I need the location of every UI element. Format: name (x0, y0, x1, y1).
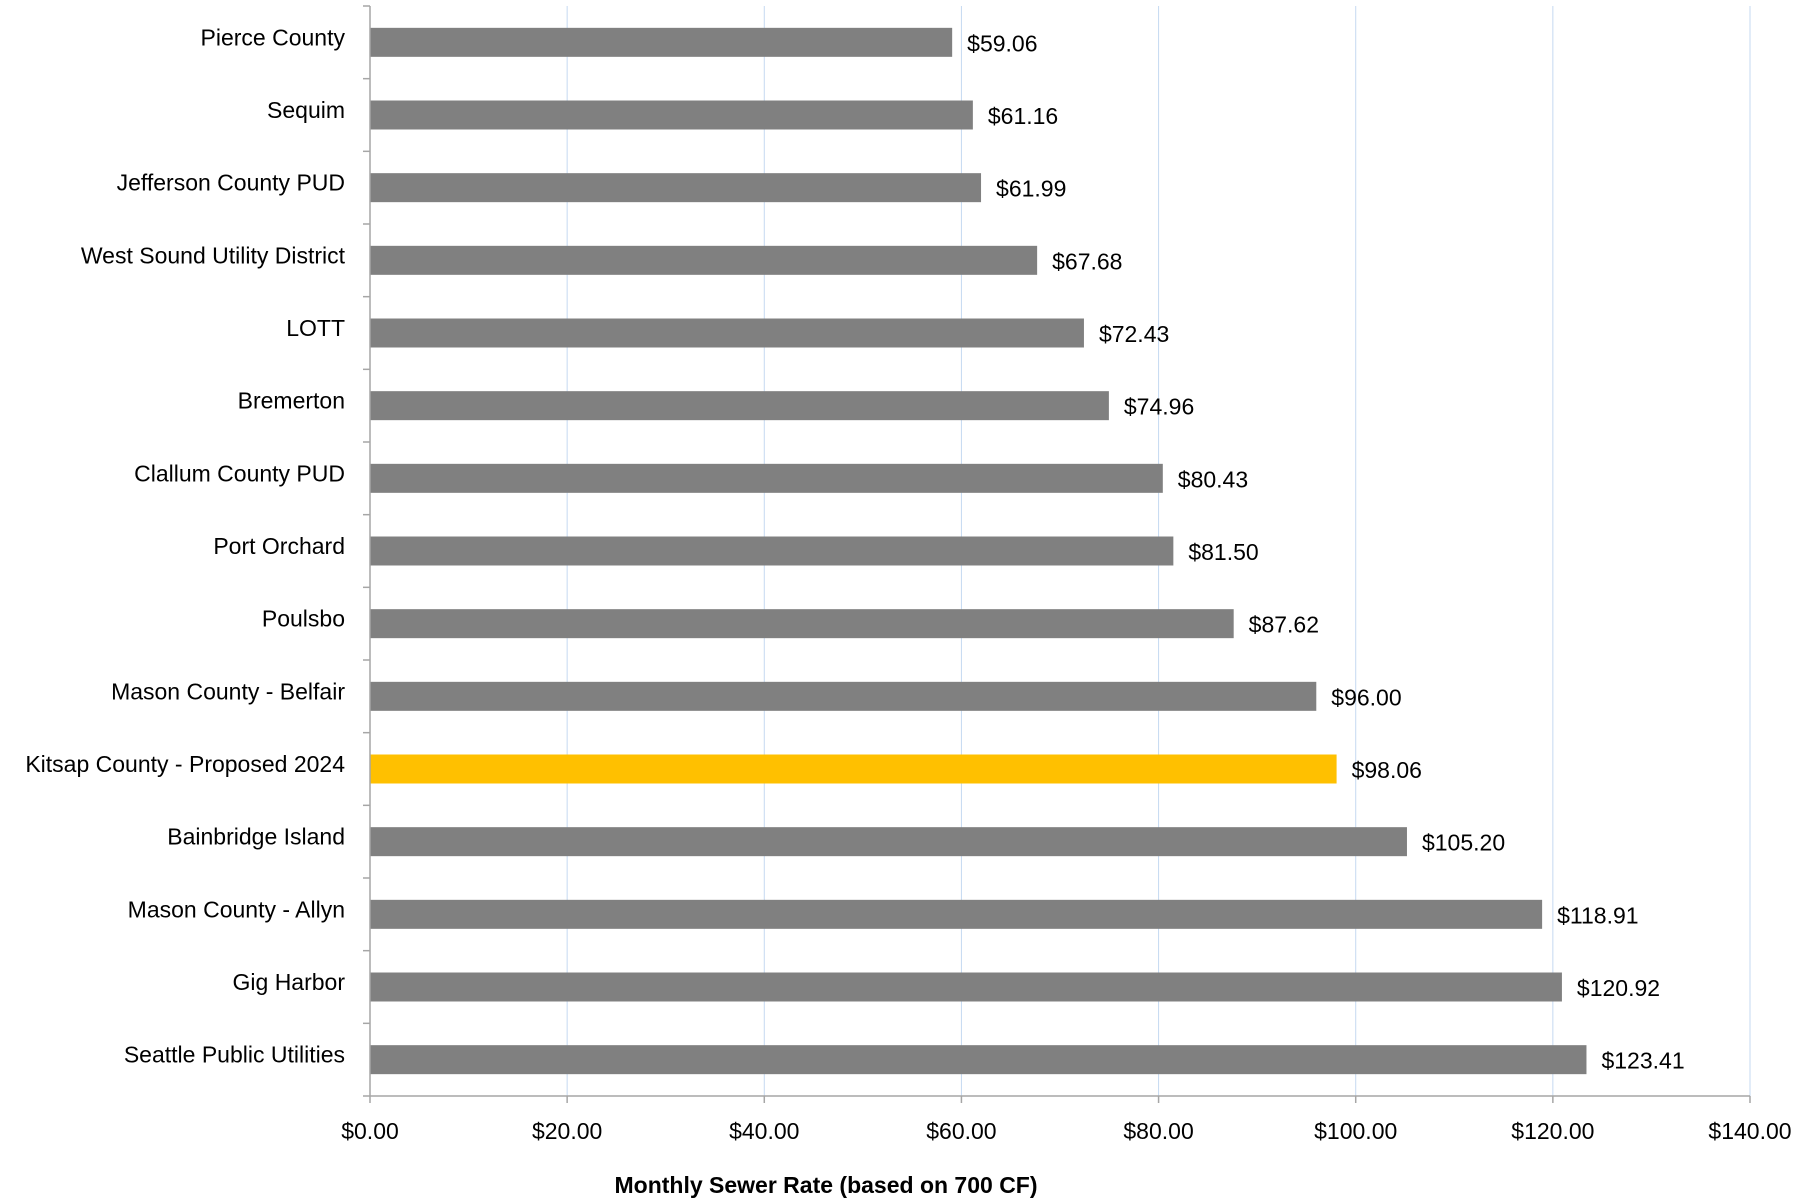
x-tick-label: $140.00 (1708, 1118, 1791, 1144)
category-label: LOTT (286, 315, 345, 341)
category-label: Gig Harbor (233, 969, 346, 995)
x-tick-label: $20.00 (532, 1118, 602, 1144)
x-tick-label: $120.00 (1511, 1118, 1594, 1144)
data-label: $123.41 (1601, 1048, 1684, 1074)
bar (370, 827, 1407, 857)
data-label: $120.92 (1577, 975, 1660, 1001)
bar (370, 681, 1317, 711)
data-label: $87.62 (1249, 612, 1319, 638)
data-label: $96.00 (1331, 684, 1401, 710)
axes (363, 5, 1751, 1103)
bar (370, 609, 1234, 639)
data-label: $67.68 (1052, 248, 1122, 274)
bar (370, 463, 1163, 493)
category-label: Pierce County (201, 24, 346, 50)
category-label: Port Orchard (213, 533, 345, 559)
bar (370, 100, 973, 130)
category-label: Bremerton (238, 388, 345, 414)
data-label: $61.16 (988, 103, 1058, 129)
category-label: Poulsbo (262, 606, 345, 632)
x-tick-label: $40.00 (729, 1118, 799, 1144)
data-label: $98.06 (1352, 757, 1422, 783)
x-tick-label: $0.00 (341, 1118, 399, 1144)
bar (370, 318, 1084, 348)
data-label: $81.50 (1188, 539, 1258, 565)
data-label: $72.43 (1099, 321, 1169, 347)
bar (370, 536, 1174, 566)
bars (370, 27, 1587, 1075)
category-label: West Sound Utility District (81, 242, 346, 268)
labels: $0.00 $20.00 $40.00 $60.00 $80.00 $100.00 $120… (25, 24, 1791, 1144)
x-tick-label: $100.00 (1314, 1118, 1397, 1144)
category-label: Sequim (267, 97, 345, 123)
data-label: $80.43 (1178, 466, 1248, 492)
category-label: Seattle Public Utilities (124, 1042, 345, 1068)
category-label: Bainbridge Island (167, 824, 345, 850)
category-label: Mason County - Belfair (111, 678, 345, 704)
data-label: $74.96 (1124, 394, 1194, 420)
category-label: Jefferson County PUD (117, 170, 345, 196)
bar (370, 245, 1038, 275)
bar (370, 27, 953, 57)
bar (370, 754, 1337, 784)
bar (370, 173, 982, 203)
bar (370, 899, 1543, 929)
category-label: Mason County - Allyn (128, 896, 345, 922)
data-label: $61.99 (996, 176, 1066, 202)
x-tick-label: $60.00 (926, 1118, 996, 1144)
bar (370, 1045, 1587, 1075)
category-label: Kitsap County - Proposed 2024 (25, 751, 345, 777)
data-label: $59.06 (967, 30, 1037, 56)
bar (370, 972, 1562, 1002)
data-label: $118.91 (1557, 902, 1638, 928)
category-label: Clallum County PUD (134, 460, 345, 486)
data-label: $105.20 (1422, 830, 1505, 856)
x-axis-title: Monthly Sewer Rate (based on 700 CF) (614, 1172, 1037, 1198)
x-tick-label: $80.00 (1123, 1118, 1193, 1144)
bar (370, 391, 1109, 421)
